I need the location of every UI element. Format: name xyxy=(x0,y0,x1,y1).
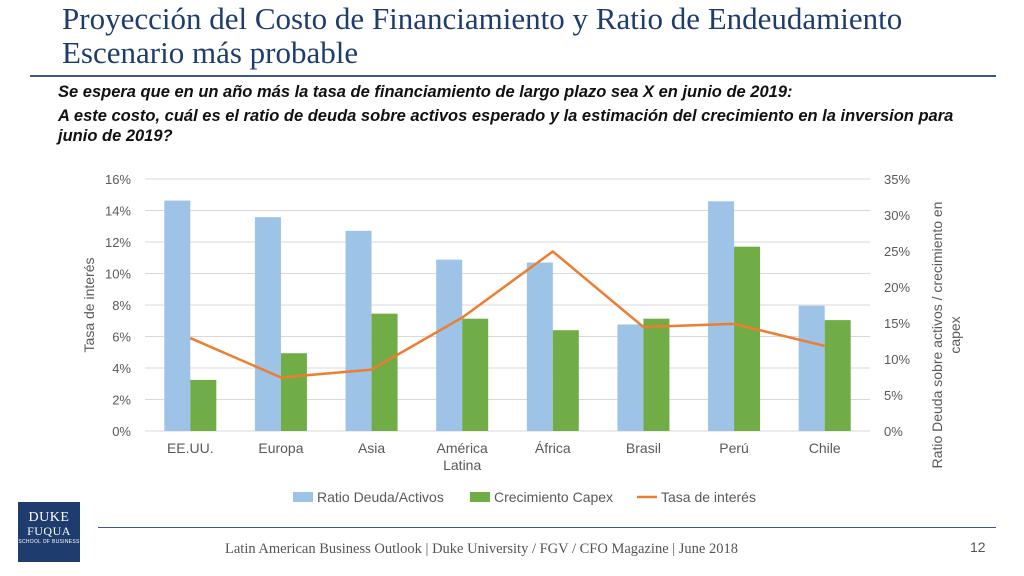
y-left-tick-label: 10% xyxy=(105,267,131,282)
bar-crecimiento-capex xyxy=(734,246,761,431)
logo-line3: SCHOOL OF BUSINESS xyxy=(18,539,80,545)
x-category-label: América Latina xyxy=(437,440,489,473)
y-right-tick-label: 10% xyxy=(884,352,910,367)
slide-title-line1: Proyección del Costo de Financiamiento y… xyxy=(62,2,903,36)
page-number: 12 xyxy=(970,539,986,555)
bar-ratio-deuda xyxy=(254,217,281,431)
y-right-tick-label: 5% xyxy=(884,388,903,403)
bar-crecimiento-capex xyxy=(462,318,489,431)
y-right-tick-label: 20% xyxy=(884,280,910,295)
x-category-label: Asia xyxy=(358,440,385,456)
bar-ratio-deuda xyxy=(798,305,825,431)
y-left-axis-title: Tasa de interés xyxy=(81,258,97,353)
bar-crecimiento-capex xyxy=(280,353,307,431)
y-left-tick-label: 6% xyxy=(112,330,131,345)
y-right-tick-label: 30% xyxy=(884,208,910,223)
bar-ratio-deuda xyxy=(708,201,735,431)
y-right-tick-label: 0% xyxy=(884,424,903,439)
legend-swatch xyxy=(293,492,313,502)
y-left-tick-label: 16% xyxy=(105,172,131,187)
logo-line2: FUQUA xyxy=(27,524,71,538)
y-left-tick-label: 0% xyxy=(112,424,131,439)
x-category-label: Brasil xyxy=(626,440,661,456)
question-1: Se espera que en un año más la tasa de f… xyxy=(58,83,793,101)
bar-ratio-deuda xyxy=(436,259,463,431)
title-divider xyxy=(30,75,996,77)
bar-crecimiento-capex xyxy=(643,318,670,431)
y-left-tick-label: 4% xyxy=(112,361,131,376)
bar-crecimiento-capex xyxy=(552,330,579,431)
y-left-tick-label: 8% xyxy=(112,298,131,313)
slide-title-line2: Escenario más probable xyxy=(62,35,359,70)
bar-ratio-deuda xyxy=(617,324,644,431)
y-right-tick-label: 25% xyxy=(884,244,910,259)
legend-label: Ratio Deuda/Activos xyxy=(317,489,444,505)
x-category-label: Chile xyxy=(809,440,841,456)
legend-swatch xyxy=(470,492,490,502)
logo-line1: DUKE xyxy=(28,510,70,525)
bar-crecimiento-capex xyxy=(371,313,398,431)
x-category-label: Europa xyxy=(258,440,303,456)
legend-label: Crecimiento Capex xyxy=(494,489,613,505)
bar-ratio-deuda xyxy=(345,230,372,431)
x-category-label: Perú xyxy=(719,440,749,456)
slide-title: Proyección del Costo de Financiamiento y… xyxy=(62,2,1024,70)
y-left-tick-label: 2% xyxy=(112,393,131,408)
x-category-label: África xyxy=(535,440,571,456)
duke-fuqua-logo: DUKE FUQUA SCHOOL OF BUSINESS xyxy=(18,502,80,562)
footer-divider xyxy=(98,527,996,528)
y-right-axis-title: Ratio Deuda sobre activos / crecimiento … xyxy=(929,202,963,469)
legend-label: Tasa de interés xyxy=(661,489,756,505)
bar-crecimiento-capex xyxy=(190,379,217,431)
bar-ratio-deuda xyxy=(526,262,553,431)
y-left-tick-label: 12% xyxy=(105,235,131,250)
footer-text: Latin American Business Outlook | Duke U… xyxy=(225,541,738,557)
y-right-tick-label: 35% xyxy=(884,172,910,187)
question-2: A este costo, cuál es el ratio de deuda … xyxy=(58,107,954,145)
y-left-tick-label: 14% xyxy=(105,204,131,219)
x-category-label: EE.UU. xyxy=(167,440,214,456)
y-right-tick-label: 15% xyxy=(884,316,910,331)
bar-crecimiento-capex xyxy=(824,320,851,431)
line-tasa-de-interes xyxy=(189,250,825,379)
bar-ratio-deuda xyxy=(164,200,191,431)
